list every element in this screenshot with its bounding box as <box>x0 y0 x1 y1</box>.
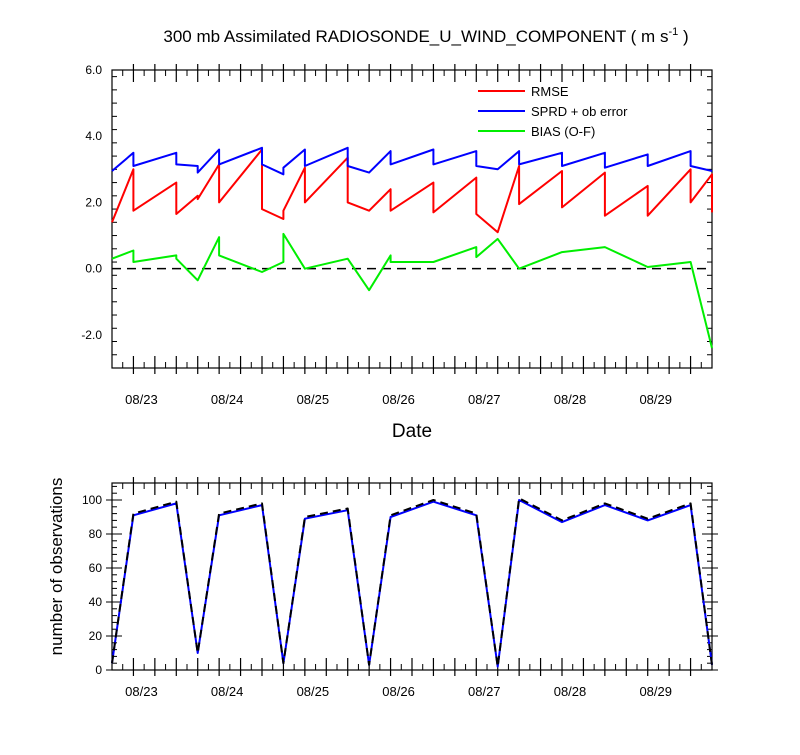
legend-label: SPRD + ob error <box>531 104 628 119</box>
y-tick-label: 0 <box>95 663 102 677</box>
x-tick-label: 08/25 <box>297 392 330 407</box>
x-tick-label: 08/26 <box>382 684 415 699</box>
x-tick-label: 08/29 <box>639 392 672 407</box>
x-tick-label: 08/24 <box>211 684 244 699</box>
y-tick-label: 80 <box>89 527 103 541</box>
x-tick-label: 08/28 <box>554 392 587 407</box>
y-tick-label: 40 <box>89 595 103 609</box>
y-tick-label: 0.0 <box>85 262 102 276</box>
y-tick-label: 6.0 <box>85 63 102 77</box>
legend-label: RMSE <box>531 84 569 99</box>
chart-panel-2: 0 20 40 60 80 100 08/23 08/24 08/25 08/26 08/27 08/… <box>47 477 718 699</box>
x-tick-label: 08/28 <box>554 684 587 699</box>
x-tick-label: 08/27 <box>468 684 501 699</box>
series-line-sprd-ob-error <box>111 146 713 176</box>
x-tick-label: 08/24 <box>211 392 244 407</box>
title-suffix: ) <box>678 27 688 46</box>
legend-label: BIAS (O-F) <box>531 124 595 139</box>
chart-panel-1: -2.0 0.0 2.0 4.0 6.0 08/23 08/24 08/25 08/26 08/2… <box>81 26 713 442</box>
series-line-observations-used <box>111 499 713 668</box>
x-tick-label: 08/23 <box>125 392 158 407</box>
series-line-bias-o-f <box>111 232 713 349</box>
title-unit-superscript: -1 <box>668 26 678 38</box>
x-tick-label: 08/29 <box>639 684 672 699</box>
y-tick-label: -2.0 <box>81 328 102 342</box>
y-tick-label: 4.0 <box>85 129 102 143</box>
y-tick-label: 60 <box>89 561 103 575</box>
y-tick-label: 100 <box>82 493 102 507</box>
x-tick-label: 08/26 <box>382 392 415 407</box>
x-tick-label: 08/25 <box>297 684 330 699</box>
y-tick-label: 2.0 <box>85 195 102 209</box>
x-tick-label: 08/23 <box>125 684 158 699</box>
chart-title: 300 mb Assimilated RADIOSONDE_U_WIND_COM… <box>163 26 688 46</box>
legend: RMSE SPRD + ob error BIAS (O-F) <box>478 84 628 139</box>
series-line-rmse <box>111 148 713 234</box>
y-axis-label: number of observations <box>47 478 66 656</box>
y-tick-label: 20 <box>89 629 103 643</box>
x-tick-label: 08/27 <box>468 392 501 407</box>
series-line-observations-total <box>111 497 713 668</box>
x-axis-label: Date <box>392 421 432 442</box>
